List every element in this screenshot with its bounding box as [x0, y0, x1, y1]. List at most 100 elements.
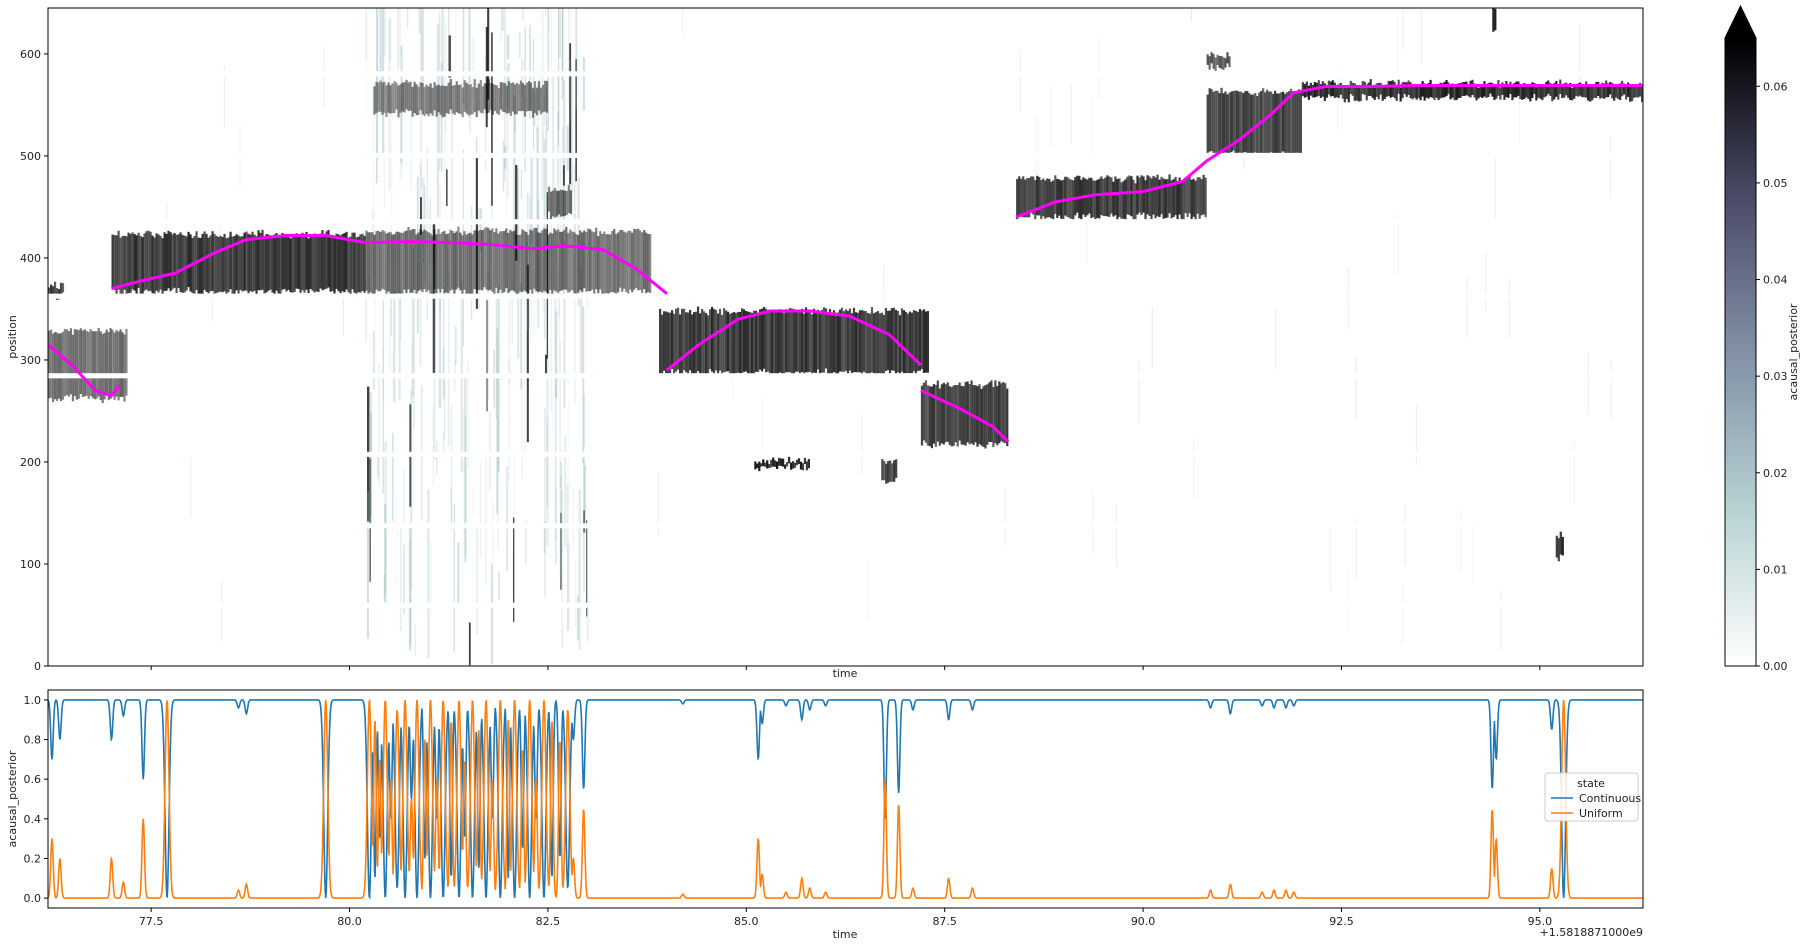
posterior-column	[561, 190, 565, 217]
noise-streak	[377, 451, 379, 478]
posterior-column	[1533, 82, 1536, 95]
noise-streak	[574, 176, 576, 238]
posterior-column	[645, 232, 648, 294]
posterior-column	[525, 82, 529, 112]
noise-streak	[513, 449, 515, 521]
posterior-column	[882, 314, 886, 376]
noise-streak	[457, 542, 460, 606]
posterior-column	[1210, 89, 1213, 151]
noise-streak	[462, 407, 465, 581]
posterior-column	[1124, 179, 1127, 221]
noise-streak	[1004, 487, 1006, 549]
state-y-tick-label: 0.8	[24, 734, 42, 747]
posterior-column	[369, 232, 372, 293]
posterior-column	[838, 309, 842, 372]
noise-streak	[441, 62, 443, 172]
posterior-column	[1501, 82, 1504, 95]
posterior-column	[1381, 87, 1384, 101]
noise-streak	[456, 8, 459, 18]
posterior-column	[407, 227, 410, 290]
posterior-column	[764, 462, 767, 467]
posterior-column	[1186, 177, 1189, 218]
posterior-column	[1216, 90, 1219, 156]
posterior-column	[1188, 176, 1191, 214]
noise-streak	[576, 595, 579, 641]
noise-streak	[554, 385, 557, 542]
posterior-column	[331, 234, 334, 292]
posterior-column	[1222, 93, 1225, 157]
posterior-column	[1473, 83, 1476, 98]
posterior-column	[820, 309, 824, 373]
posterior-column	[803, 457, 807, 465]
posterior-column	[802, 313, 806, 375]
posterior-column	[515, 82, 519, 115]
posterior-column	[1016, 178, 1019, 220]
posterior-column	[756, 313, 760, 373]
posterior-column	[1565, 82, 1568, 96]
posterior-column	[233, 235, 236, 296]
posterior-column	[639, 230, 642, 290]
posterior-column	[916, 311, 920, 371]
posterior-column	[948, 386, 951, 445]
posterior-column	[1561, 86, 1564, 99]
colorbar-tick-label: 0.05	[1763, 177, 1788, 190]
noise-streak	[543, 520, 546, 554]
posterior-column	[351, 232, 354, 290]
posterior-column	[679, 314, 682, 375]
noise-streak	[411, 342, 414, 510]
posterior-column	[273, 234, 276, 294]
posterior-column	[1192, 178, 1195, 217]
noise-streak	[544, 8, 547, 16]
state-probability-lines	[48, 698, 1643, 900]
noise-streak	[555, 366, 557, 566]
posterior-column	[1445, 79, 1448, 96]
posterior-column	[523, 85, 527, 117]
posterior-column	[153, 237, 156, 295]
posterior-column	[1216, 54, 1219, 66]
posterior-column	[1633, 85, 1636, 98]
posterior-column	[782, 458, 785, 467]
heatmap-y-tick-label: 0	[34, 660, 41, 673]
noise-streak	[1402, 8, 1404, 51]
posterior-column	[887, 460, 890, 483]
posterior-column	[1567, 85, 1570, 98]
noise-streak	[520, 283, 523, 389]
posterior-column	[1497, 80, 1500, 96]
posterior-column	[789, 462, 793, 470]
noise-streak	[430, 195, 432, 231]
posterior-column	[123, 235, 126, 290]
posterior-column	[1046, 178, 1049, 218]
posterior-column	[463, 231, 466, 290]
posterior-column	[449, 229, 452, 291]
noise-streak	[573, 163, 576, 212]
posterior-column	[1549, 83, 1552, 96]
posterior-column	[924, 311, 928, 373]
posterior-column	[840, 307, 844, 372]
posterior-column	[1433, 86, 1436, 100]
posterior-column	[1625, 86, 1628, 100]
posterior-column	[958, 382, 961, 441]
noise-streak	[476, 528, 478, 635]
noise-streak	[1086, 201, 1088, 264]
map-position-segment	[111, 233, 668, 295]
posterior-column	[61, 283, 65, 293]
uniform-line	[48, 698, 1643, 900]
posterior-column	[918, 309, 922, 371]
noise-streak	[561, 8, 564, 81]
noise-streak	[504, 8, 506, 182]
posterior-column	[1427, 83, 1430, 99]
posterior-column	[389, 231, 392, 295]
noise-streak	[441, 8, 444, 86]
state-y-ticks: 0.0 0.2 0.4 0.6 0.8 1.0	[24, 694, 48, 905]
posterior-column	[1162, 178, 1165, 219]
posterior-column	[267, 234, 270, 291]
posterior-column	[1036, 175, 1039, 216]
posterior-column	[805, 461, 809, 471]
posterior-column	[101, 333, 104, 404]
posterior-column	[980, 388, 983, 446]
posterior-column	[303, 236, 306, 293]
posterior-column	[1224, 91, 1227, 153]
colorbar-frame	[1724, 4, 1757, 667]
posterior-column	[411, 229, 414, 293]
posterior-column	[1198, 177, 1201, 219]
